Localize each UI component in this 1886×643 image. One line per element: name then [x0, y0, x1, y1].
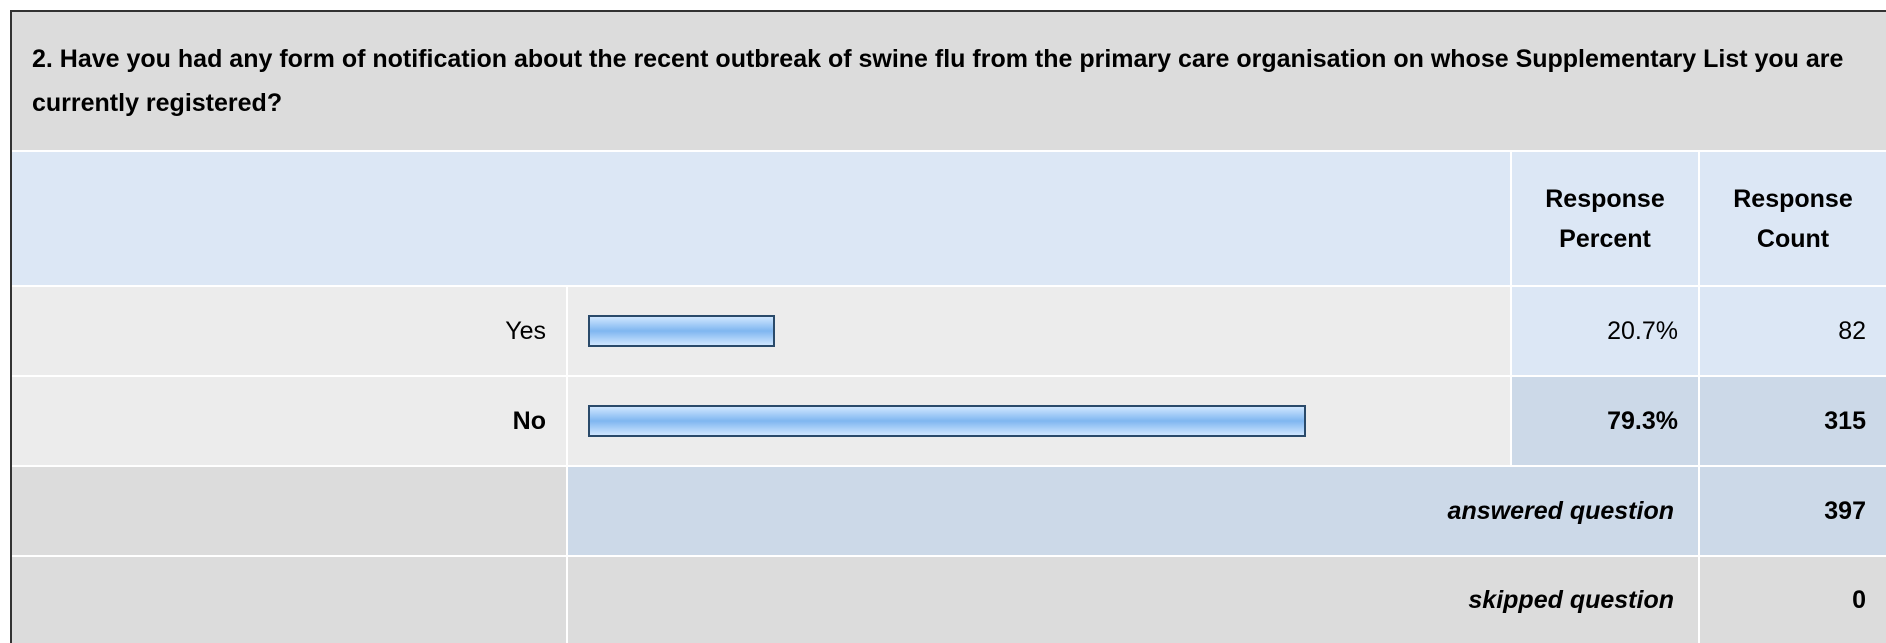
border	[10, 150, 12, 643]
header: Response Count	[1700, 152, 1886, 285]
skipped-label: skipped question	[568, 557, 1698, 643]
percent: 20.7%	[1512, 287, 1698, 375]
blank	[12, 557, 566, 643]
row-label: Yes	[12, 287, 566, 375]
count: 82	[1700, 287, 1886, 375]
bar	[588, 405, 1306, 437]
answered-count: 397	[1700, 467, 1886, 555]
skipped-count: 0	[1700, 557, 1886, 643]
question: 2. Have you had any form of notification…	[10, 10, 1886, 150]
answered-label: answered question	[568, 467, 1698, 555]
count: 315	[1700, 377, 1886, 465]
header: Response Percent	[1512, 152, 1698, 285]
bar	[588, 315, 776, 347]
header-blank	[12, 152, 1510, 285]
blank	[12, 467, 566, 555]
row-label: No	[12, 377, 566, 465]
percent: 79.3%	[1512, 377, 1698, 465]
